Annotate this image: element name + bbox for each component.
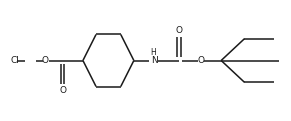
Text: H: H: [150, 48, 156, 57]
Text: O: O: [175, 26, 182, 35]
Text: Cl: Cl: [10, 56, 19, 65]
Text: N: N: [151, 56, 158, 65]
Text: O: O: [197, 56, 204, 65]
Text: O: O: [42, 56, 49, 65]
Text: O: O: [59, 86, 66, 95]
